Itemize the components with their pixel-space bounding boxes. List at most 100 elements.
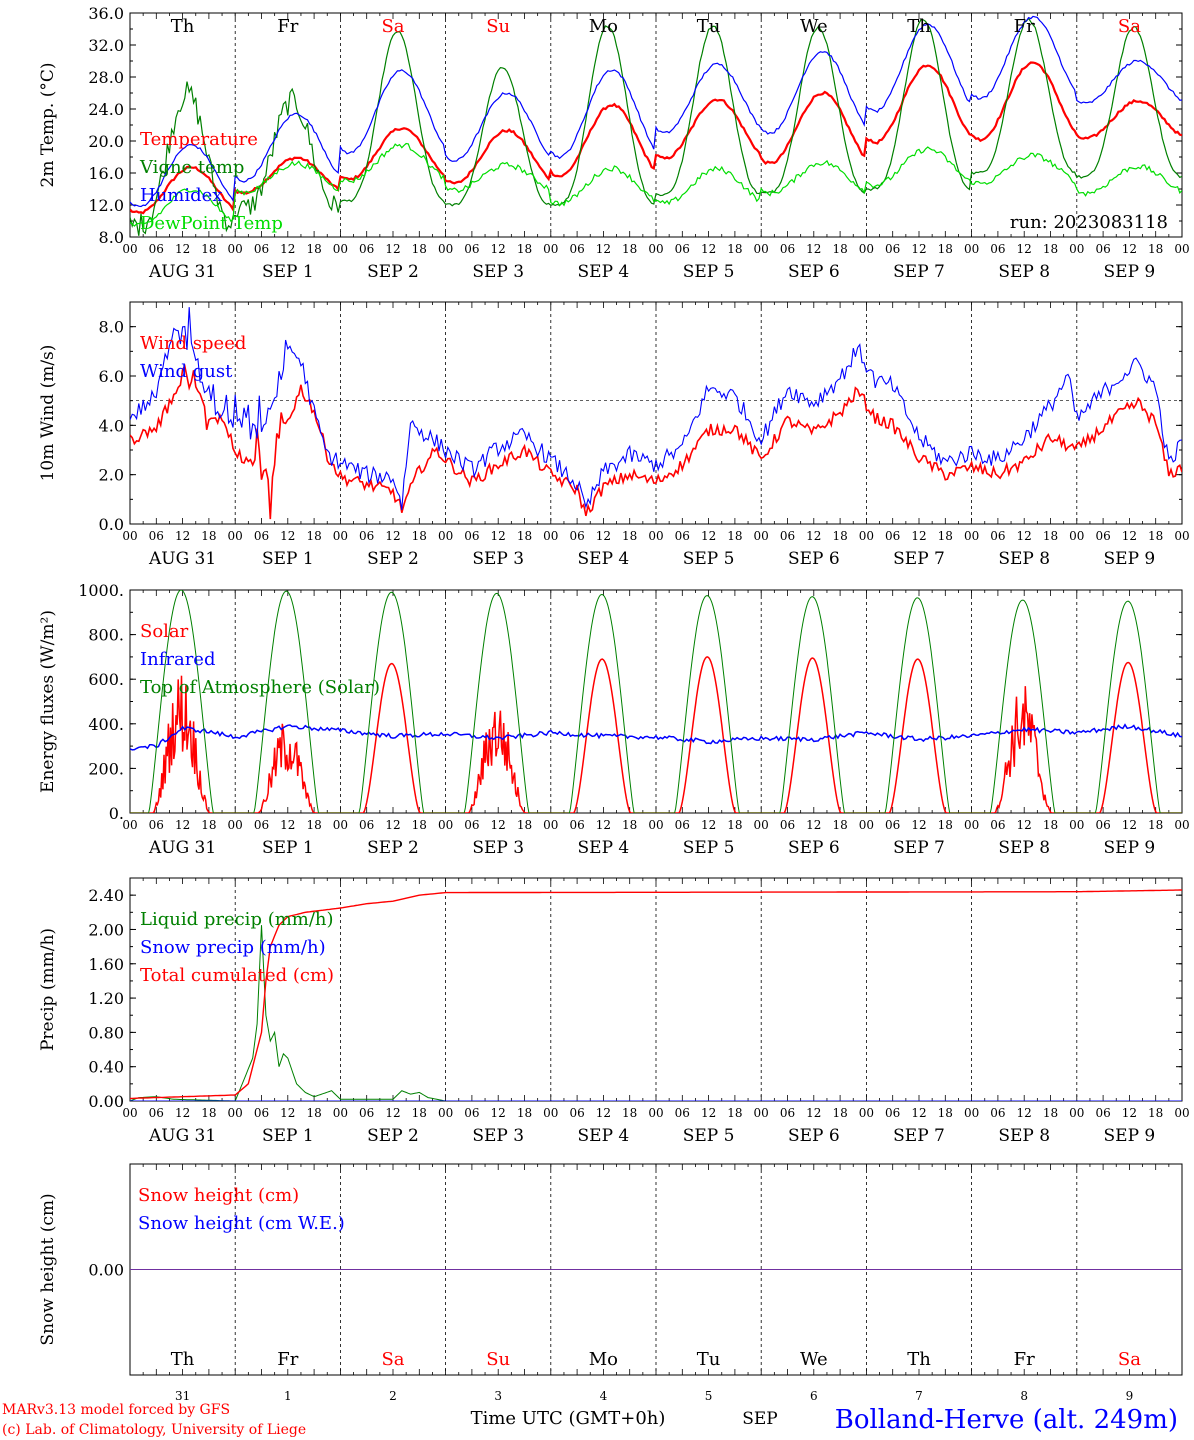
date-label: SEP 8: [998, 1126, 1050, 1146]
hour-tick-label: 06: [569, 1106, 584, 1120]
y-tick-label: 400.: [88, 715, 124, 734]
date-label: SEP 3: [472, 838, 524, 858]
hour-tick-label: 18: [938, 818, 953, 832]
y-tick-label: 32.0: [88, 36, 124, 55]
hour-tick-label: 18: [938, 1106, 953, 1120]
date-label: SEP 2: [367, 838, 419, 858]
hour-tick-label: 06: [359, 242, 374, 256]
hour-tick-label: 12: [911, 242, 926, 256]
date-label: AUG 31: [148, 549, 216, 569]
date-label: SEP 3: [472, 262, 524, 282]
hour-tick-label: 00: [1174, 1106, 1189, 1120]
hour-tick-label: 00: [964, 529, 979, 543]
credit-line: (c) Lab. of Climatology, University of L…: [2, 1422, 306, 1438]
series-group: [130, 889, 1182, 1101]
hour-tick-label: 18: [1043, 529, 1058, 543]
date-label: AUG 31: [148, 838, 216, 858]
series-line-infrared: [130, 723, 1182, 751]
hour-tick-label: 06: [464, 818, 479, 832]
hour-tick-label: 00: [1069, 818, 1084, 832]
panel-temp: 8.0 12.0 16.0 20.0 24.0 28.0 32.0 36.0 2m Temp. …: [38, 4, 1190, 282]
weekday-label: Th: [907, 16, 931, 37]
hour-tick-label: 06: [1095, 242, 1110, 256]
hour-tick-label: 06: [990, 818, 1005, 832]
hour-tick-label: 00: [228, 818, 243, 832]
hour-tick-label: 00: [1069, 529, 1084, 543]
y-tick-label: 16.0: [88, 164, 124, 183]
hour-tick-label: 00: [333, 242, 348, 256]
y-tick-label: 1.60: [88, 955, 124, 974]
series-line-wind-gust: [130, 307, 1182, 511]
weekday-label: We: [800, 1349, 828, 1370]
hour-tick-label: 12: [701, 242, 716, 256]
date-label: SEP 1: [262, 1126, 314, 1146]
hour-tick-label: 06: [1095, 529, 1110, 543]
y-tick-label: 24.0: [88, 100, 124, 119]
hour-tick-label: 18: [938, 242, 953, 256]
hour-tick-label: 06: [990, 529, 1005, 543]
legend-entry: Snow height (cm W.E.): [138, 1213, 345, 1234]
y-axis-label: 10m Wind (m/s): [38, 345, 58, 482]
hour-tick-label: 12: [385, 818, 400, 832]
day-number-label: 8: [1020, 1389, 1028, 1403]
series-line-liquid-precip-mm-h-: [130, 925, 1182, 1101]
day-number-label: 31: [175, 1389, 190, 1403]
hour-tick-label: 06: [675, 818, 690, 832]
series-line-total-cumulated-cm-: [130, 889, 1182, 1100]
hour-tick-label: 12: [1017, 818, 1032, 832]
hour-tick-label: 00: [964, 818, 979, 832]
hour-tick-label: 12: [175, 242, 190, 256]
date-label: SEP 1: [262, 549, 314, 569]
day-number-label: 3: [494, 1389, 502, 1403]
date-label: SEP 1: [262, 838, 314, 858]
date-label: SEP 5: [683, 1126, 735, 1146]
date-label: SEP 4: [578, 262, 630, 282]
hour-tick-label: 18: [1043, 242, 1058, 256]
hour-tick-label: 12: [1122, 818, 1137, 832]
hour-tick-label: 00: [122, 1106, 137, 1120]
hour-tick-label: 06: [569, 818, 584, 832]
y-tick-label: 200.: [88, 759, 124, 778]
plot-frame: [129, 12, 1183, 238]
date-label: SEP 7: [893, 549, 945, 569]
hour-tick-label: 12: [385, 529, 400, 543]
hour-tick-label: 18: [517, 242, 532, 256]
date-label: SEP 3: [472, 1126, 524, 1146]
hour-tick-label: 00: [859, 529, 874, 543]
y-tick-label: 1000.: [78, 581, 124, 600]
y-tick-label: 0.00: [88, 1092, 124, 1111]
date-label: SEP 8: [998, 262, 1050, 282]
station-title: Bolland-Herve (alt. 249m): [835, 1405, 1178, 1435]
hour-tick-label: 12: [280, 1106, 295, 1120]
hour-tick-label: 12: [1017, 242, 1032, 256]
hour-tick-label: 00: [754, 818, 769, 832]
hour-tick-label: 12: [911, 818, 926, 832]
hour-tick-label: 00: [964, 242, 979, 256]
date-label: SEP 9: [1104, 1126, 1156, 1146]
hour-tick-label: 00: [438, 818, 453, 832]
hour-tick-label: 18: [727, 242, 742, 256]
y-tick-label: 12.0: [88, 196, 124, 215]
hour-tick-label: 00: [1069, 242, 1084, 256]
legend-entry: DewPoint Temp: [140, 213, 283, 234]
date-label: SEP 5: [683, 549, 735, 569]
hour-tick-label: 12: [701, 529, 716, 543]
hour-tick-label: 18: [517, 1106, 532, 1120]
weekday-label: Tu: [697, 16, 721, 37]
hour-tick-label: 06: [254, 1106, 269, 1120]
weekday-label: Th: [907, 1349, 931, 1370]
hour-tick-label: 18: [1043, 1106, 1058, 1120]
day-number-label: 5: [705, 1389, 713, 1403]
hour-tick-label: 18: [622, 242, 637, 256]
y-axis-label: Precip (mm/h): [38, 928, 58, 1051]
hour-tick-label: 00: [122, 242, 137, 256]
date-label: SEP 6: [788, 1126, 840, 1146]
hour-tick-label: 06: [569, 242, 584, 256]
hour-tick-label: 12: [1017, 529, 1032, 543]
legend-entry: Temperature: [140, 129, 258, 150]
y-tick-label: 6.0: [99, 367, 124, 386]
hour-tick-label: 12: [1122, 242, 1137, 256]
hour-tick-label: 18: [517, 818, 532, 832]
legend-entry: Snow precip (mm/h): [140, 937, 326, 958]
